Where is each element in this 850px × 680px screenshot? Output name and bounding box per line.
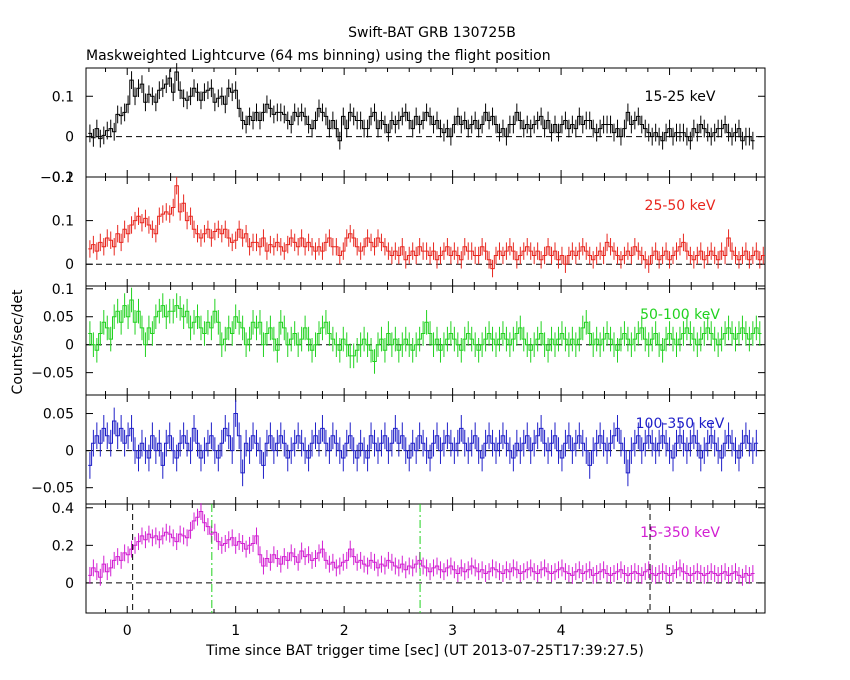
y-tick-label: 0.2 [52,170,74,186]
x-tick-label: 0 [123,623,132,639]
y-tick-label: 0 [65,338,74,354]
panel-100-350-kev: −0.05 0 0.05 100-350 keV [31,394,766,505]
y-tick-label: 0 [65,444,74,460]
error-bars [89,177,764,278]
y-tick-label: 0.1 [52,89,74,105]
series-line [88,413,759,474]
x-axis-label: Time since BAT trigger time [sec] (UT 20… [205,643,644,659]
y-tick-label: 0.1 [52,214,74,230]
band-label: 25-50 keV [645,198,716,214]
panel-frame [85,176,766,287]
y-axis-label: Counts/sec/det [10,289,26,394]
y-tick-label: −0.05 [31,366,74,382]
series-line [88,185,765,270]
panel-50-100-kev: −0.05 0 0.05 0.1 50-100 keV [31,282,766,396]
band-label: 50-100 keV [640,307,720,323]
x-tick-label: 2 [340,623,349,639]
y-tick-label: 0 [65,576,74,592]
x-tick-label: 4 [557,623,566,639]
band-label: 15-350 keV [640,525,720,541]
chart-subtitle: Maskweighted Lightcurve (64 ms binning) … [86,48,551,64]
y-tick-label: −0.05 [31,481,74,497]
panel-15-25-kev: −0.1 0 0.1 15-25 keV [40,63,766,186]
y-tick-label: −0.1 [40,170,74,186]
band-label: 15-25 keV [645,89,716,105]
series-line [88,511,755,578]
y-tick-label: 0.2 [52,538,74,554]
x-tick-label: 5 [665,623,674,639]
y-tick-label: 0.05 [43,310,74,326]
x-tick-label: 1 [231,623,240,639]
series-line [88,299,762,362]
panel-15-350-kev: 0 0.2 0.4 15-350 keV 0 1 2 3 4 5 [52,501,766,639]
band-label: 100-350 keV [636,416,725,432]
y-tick-label: 0.4 [52,501,74,517]
chart-title: Swift-BAT GRB 130725B [348,25,516,41]
panel-25-50-kev: 0 0.1 0.2 25-50 keV [52,170,766,287]
panel-frame [85,394,766,505]
panel-frame [85,67,766,178]
panel-frame [85,503,766,614]
panel-frame [85,285,766,396]
y-tick-label: 0.05 [43,407,74,423]
x-tick-label: 3 [448,623,457,639]
y-tick-label: 0 [65,130,74,146]
y-tick-label: 0 [65,257,74,273]
series-line [88,71,755,142]
y-tick-label: 0.1 [52,282,74,298]
